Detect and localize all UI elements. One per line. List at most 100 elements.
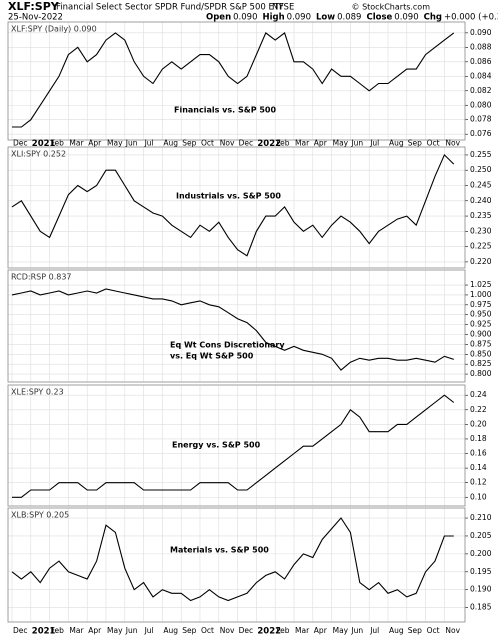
x-tick-label: Feb bbox=[276, 139, 290, 148]
y-tick-label: 0.235 bbox=[470, 211, 492, 220]
y-tick-label: 0.850 bbox=[470, 349, 492, 358]
x-tick-label: Oct bbox=[427, 626, 440, 635]
x-tick-label: Apr bbox=[314, 626, 328, 635]
x-tick-label: Jun bbox=[350, 626, 363, 635]
x-tick-label: 2021 bbox=[32, 627, 56, 637]
y-tick-label: 0.185 bbox=[470, 603, 492, 612]
ohlc-value: 0.090 bbox=[394, 13, 418, 23]
y-tick-label: 0.18 bbox=[470, 434, 487, 443]
ohlc-value: 0.090 bbox=[287, 13, 311, 23]
y-tick-label: 0.16 bbox=[470, 449, 487, 458]
x-tick-label: Jul bbox=[144, 139, 154, 148]
panel-label: XLE:SPY 0.23 bbox=[11, 388, 64, 397]
x-tick-label: Mar bbox=[295, 139, 310, 148]
x-tick-label: Oct bbox=[201, 139, 214, 148]
x-tick-label: Dec bbox=[239, 139, 254, 148]
y-tick-label: 0.076 bbox=[470, 129, 492, 138]
y-tick-label: 0.22 bbox=[470, 405, 487, 414]
annotation: Energy vs. S&P 500 bbox=[172, 441, 261, 450]
date: 25-Nov-2022 bbox=[8, 13, 63, 23]
y-tick-label: 0.084 bbox=[470, 71, 492, 80]
panel-frame bbox=[7, 269, 466, 383]
x-tick-label: Feb bbox=[51, 139, 65, 148]
x-tick-label: Oct bbox=[427, 139, 440, 148]
ohlc-value: +0.000 (+0.36%) bbox=[444, 13, 498, 23]
x-tick-label: Jul bbox=[369, 626, 379, 635]
y-tick-label: 0.086 bbox=[470, 57, 492, 66]
symbol: XLF:SPY bbox=[8, 0, 60, 13]
ohlc-label: Chg bbox=[424, 13, 442, 23]
ohlc-label: High bbox=[262, 13, 284, 23]
y-tick-label: 0.240 bbox=[470, 196, 492, 205]
y-tick-label: 0.20 bbox=[470, 419, 487, 428]
panel-frame bbox=[7, 146, 466, 269]
annotation: vs. Eq Wt S&P 500 bbox=[170, 352, 254, 361]
x-tick-label: Apr bbox=[88, 626, 102, 635]
x-tick-label: 2021 bbox=[32, 139, 56, 149]
y-tick-label: 0.24 bbox=[470, 390, 487, 399]
y-tick-label: 0.210 bbox=[470, 513, 492, 522]
x-tick-label: Sep bbox=[408, 626, 422, 635]
x-tick-label: May bbox=[333, 139, 349, 148]
annotation: Financials vs. S&P 500 bbox=[174, 106, 276, 115]
y-tick-label: 0.14 bbox=[470, 463, 487, 472]
panel-label: XLB:SPY 0.205 bbox=[11, 511, 69, 520]
x-tick-label: Nov bbox=[220, 139, 235, 148]
panel-frame bbox=[7, 384, 466, 507]
x-tick-label: Aug bbox=[163, 626, 178, 635]
x-tick-label: Nov bbox=[445, 139, 460, 148]
price-line bbox=[12, 31, 455, 128]
panel-label: RCD:RSP 0.837 bbox=[11, 273, 72, 282]
price-line bbox=[12, 394, 455, 498]
y-tick-label: 0.078 bbox=[470, 115, 492, 124]
ohlc-value: 0.090 bbox=[233, 13, 257, 23]
annotation: Materials vs. S&P 500 bbox=[170, 546, 269, 555]
y-tick-label: 0.205 bbox=[470, 531, 492, 540]
x-tick-label: Jun bbox=[350, 139, 363, 148]
y-tick-label: 0.245 bbox=[470, 181, 492, 190]
x-tick-label: Jul bbox=[369, 139, 379, 148]
x-tick-label: Jun bbox=[125, 139, 138, 148]
y-tick-label: 0.220 bbox=[470, 257, 492, 266]
x-tick-label: Nov bbox=[445, 626, 460, 635]
y-tick-label: 0.10 bbox=[470, 492, 487, 501]
y-tick-label: 0.190 bbox=[470, 585, 492, 594]
x-tick-label: Nov bbox=[220, 626, 235, 635]
y-tick-label: 0.950 bbox=[470, 310, 492, 319]
y-tick-label: 0.225 bbox=[470, 242, 492, 251]
x-tick-label: Apr bbox=[314, 139, 328, 148]
x-tick-label: Mar bbox=[69, 139, 84, 148]
panel-frame bbox=[7, 507, 466, 623]
x-tick-label: 2022 bbox=[257, 139, 281, 149]
x-tick-label: 2022 bbox=[257, 627, 281, 637]
y-tick-label: 0.082 bbox=[470, 86, 492, 95]
x-tick-label: Feb bbox=[51, 626, 65, 635]
x-tick-label: Aug bbox=[389, 626, 404, 635]
ohlc-label: Low bbox=[316, 13, 335, 23]
x-tick-label: May bbox=[107, 139, 123, 148]
x-tick-label: Sep bbox=[408, 139, 422, 148]
ohlc-value: 0.089 bbox=[337, 13, 361, 23]
x-tick-label: Sep bbox=[182, 626, 196, 635]
panel-frame bbox=[7, 21, 466, 141]
x-tick-label: May bbox=[333, 626, 349, 635]
y-tick-label: 1.000 bbox=[470, 290, 492, 299]
y-tick-label: 0.250 bbox=[470, 165, 492, 174]
ohlc-label: Open bbox=[206, 13, 231, 23]
x-tick-label: May bbox=[107, 626, 123, 635]
x-tick-label: Mar bbox=[69, 626, 84, 635]
x-tick-label: Mar bbox=[295, 626, 310, 635]
exchange: NYSE bbox=[272, 3, 294, 13]
y-tick-label: 0.230 bbox=[470, 226, 492, 235]
y-tick-label: 0.925 bbox=[470, 320, 492, 329]
y-tick-label: 1.025 bbox=[470, 280, 492, 289]
y-tick-label: 0.825 bbox=[470, 359, 492, 368]
y-tick-label: 0.200 bbox=[470, 549, 492, 558]
y-tick-label: 0.090 bbox=[470, 28, 492, 37]
x-tick-label: Dec bbox=[13, 626, 28, 635]
price-line bbox=[11, 153, 455, 257]
y-tick-label: 0.195 bbox=[470, 567, 492, 576]
y-tick-label: 0.12 bbox=[470, 478, 487, 487]
price-line bbox=[11, 517, 454, 602]
x-tick-label: Dec bbox=[13, 139, 28, 148]
